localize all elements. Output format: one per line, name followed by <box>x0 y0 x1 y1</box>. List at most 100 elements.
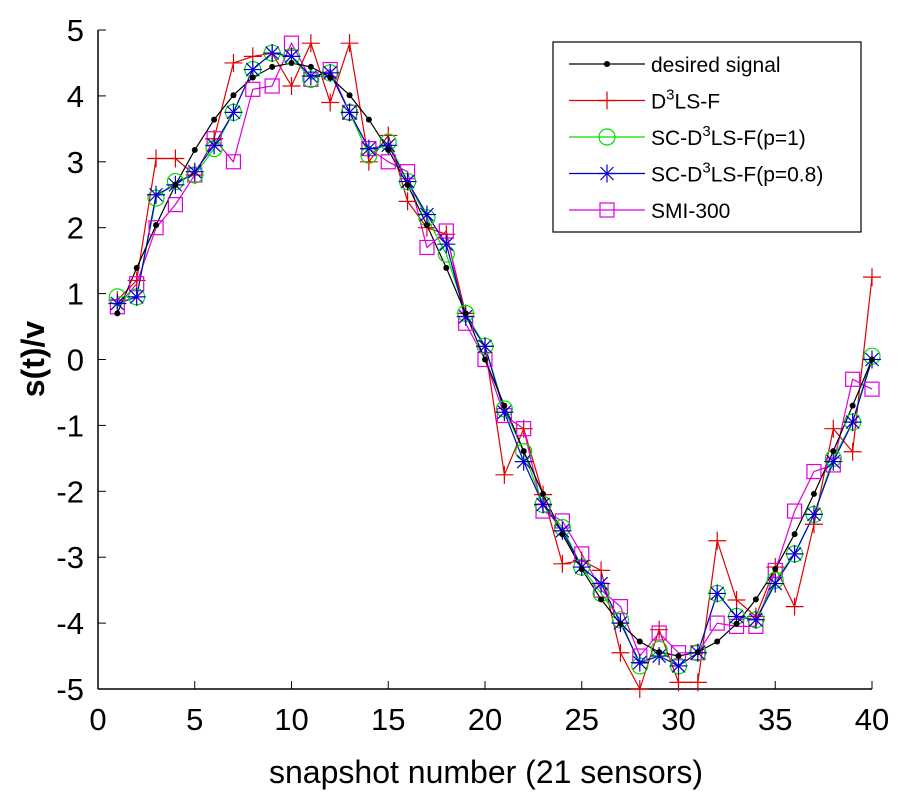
data-point-desired-signal <box>501 402 508 409</box>
y-tick-label: -3 <box>56 540 84 575</box>
x-tick-label: 40 <box>855 702 889 737</box>
data-point-sc-d3ls-f-p-0-8 <box>417 205 436 224</box>
data-point-d3ls-f <box>340 34 359 53</box>
data-point-desired-signal <box>810 490 817 497</box>
data-point-d3ls-f <box>843 442 862 461</box>
data-point-desired-signal <box>733 620 740 627</box>
series-markers-sc-d3ls-f-p-0-8 <box>108 44 881 675</box>
legend-item-smi-300: SMI-300 <box>569 200 730 223</box>
data-point-d3ls-f <box>611 643 630 662</box>
data-point-sc-d3ls-f-p-0-8 <box>843 413 862 432</box>
data-point-sc-d3ls-f-p-0-8 <box>437 235 456 254</box>
data-point-desired-signal <box>656 649 663 656</box>
x-tick-label: 20 <box>468 702 502 737</box>
y-tick-label: 1 <box>67 277 84 312</box>
data-point-sc-d3ls-f-p-0-8 <box>785 544 804 563</box>
y-tick-label: -5 <box>56 672 84 707</box>
data-point-sc-d3ls-f-p-0-8 <box>398 172 417 191</box>
data-point-d3ls-f <box>166 149 185 168</box>
data-point-d3ls-f <box>727 591 746 610</box>
data-point-smi-300 <box>786 503 803 519</box>
series-line-smi-300 <box>116 41 873 658</box>
data-point-d3ls-f <box>147 149 166 168</box>
data-point-d3ls-f <box>669 673 688 692</box>
data-point-desired-signal <box>172 181 179 188</box>
legend-label: desired signal <box>651 54 781 77</box>
data-point-d3ls-f <box>282 77 301 96</box>
data-point-desired-signal <box>269 63 276 70</box>
y-tick-label: 0 <box>67 343 84 378</box>
data-point-sc-d3ls-f-p-0-8 <box>495 403 514 422</box>
data-point-sc-d3ls-f-p-0-8 <box>456 307 475 326</box>
y-tick-label: 2 <box>67 211 84 246</box>
legend-marker <box>598 91 616 110</box>
data-point-desired-signal <box>482 356 488 363</box>
data-point-desired-signal <box>462 310 469 317</box>
legend-label: SMI-300 <box>651 200 730 223</box>
data-point-desired-signal <box>443 264 450 271</box>
data-point-smi-300 <box>264 78 280 94</box>
data-point-smi-300 <box>380 154 396 170</box>
data-point-smi-300 <box>225 154 242 170</box>
data-point-sc-d3ls-f-p-0-8 <box>746 610 765 629</box>
data-point-smi-300 <box>167 197 183 213</box>
data-point-sc-d3ls-f-p-0-8 <box>340 103 359 122</box>
data-point-desired-signal <box>520 448 527 455</box>
x-tick-label: 15 <box>371 702 405 737</box>
data-point-smi-300 <box>709 615 725 631</box>
legend-marker <box>598 128 616 146</box>
data-point-desired-signal <box>617 620 624 627</box>
data-point-sc-d3ls-f-p-0-8 <box>476 337 494 356</box>
data-point-desired-signal <box>365 116 372 123</box>
data-point-sc-d3ls-f-p-0-8 <box>766 574 785 593</box>
data-point-smi-300 <box>651 625 667 641</box>
data-point-smi-300 <box>806 463 822 480</box>
tick-marks <box>97 29 873 690</box>
legend-label: SC-D3LS-F(p=0.8) <box>651 160 823 187</box>
series-line-desired-signal <box>116 62 873 657</box>
x-tick-label: 5 <box>186 702 203 737</box>
tick-labels: 0 5 10 15 20 25 30 35 40 -5 -4 -3 -2 -1 0 1 2 3 4 5 <box>56 13 889 737</box>
x-tick-label: 10 <box>274 702 308 737</box>
data-point-desired-signal <box>714 638 721 645</box>
data-point-sc-d3ls-f-p-0-8 <box>359 139 378 158</box>
data-point-desired-signal <box>791 531 798 538</box>
data-point-desired-signal <box>772 566 779 573</box>
data-point-d3ls-f <box>785 597 804 616</box>
data-point-d3ls-f <box>127 271 146 290</box>
legend-label: SC-D3LS-F(p=1) <box>651 123 806 150</box>
data-point-desired-signal <box>540 490 547 497</box>
y-tick-label: 3 <box>67 145 84 180</box>
data-point-desired-signal <box>636 638 643 645</box>
data-point-desired-signal <box>869 356 875 363</box>
series-line-sc-d3ls-f-p-0-8 <box>117 52 873 667</box>
x-tick-label: 30 <box>661 702 695 737</box>
series-markers-desired-signal <box>114 59 875 660</box>
y-tick-label: -4 <box>56 606 84 641</box>
data-point-desired-signal <box>404 181 411 188</box>
series-lines <box>116 41 873 691</box>
data-point-desired-signal <box>249 74 256 81</box>
data-point-smi-300 <box>516 421 532 437</box>
data-point-desired-signal <box>385 146 392 153</box>
data-point-d3ls-f <box>553 554 572 573</box>
legend-marker <box>604 61 610 67</box>
y-tick-label: 5 <box>67 13 84 48</box>
data-point-d3ls-f <box>301 34 320 53</box>
data-point-desired-signal <box>211 116 218 123</box>
data-point-sc-d3ls-f-p-0-8 <box>514 452 533 471</box>
data-point-desired-signal <box>307 63 314 70</box>
legend-item-d3ls-f: D3LS-F <box>569 87 720 114</box>
data-point-d3ls-f <box>514 419 533 438</box>
data-point-smi-300 <box>845 371 861 387</box>
data-point-desired-signal <box>849 402 856 409</box>
y-tick-label: 4 <box>67 79 84 114</box>
x-tick-label: 25 <box>565 702 599 737</box>
y-axis-label: s(t)/v <box>15 321 51 398</box>
data-point-sc-d3ls-f-p-0-8 <box>147 185 166 204</box>
x-tick-label: 0 <box>89 702 106 737</box>
data-point-d3ls-f <box>708 531 727 550</box>
series-markers-d3ls-f <box>108 34 881 698</box>
data-point-d3ls-f <box>224 53 243 72</box>
data-point-sc-d3ls-f-p-0-8 <box>224 103 243 122</box>
